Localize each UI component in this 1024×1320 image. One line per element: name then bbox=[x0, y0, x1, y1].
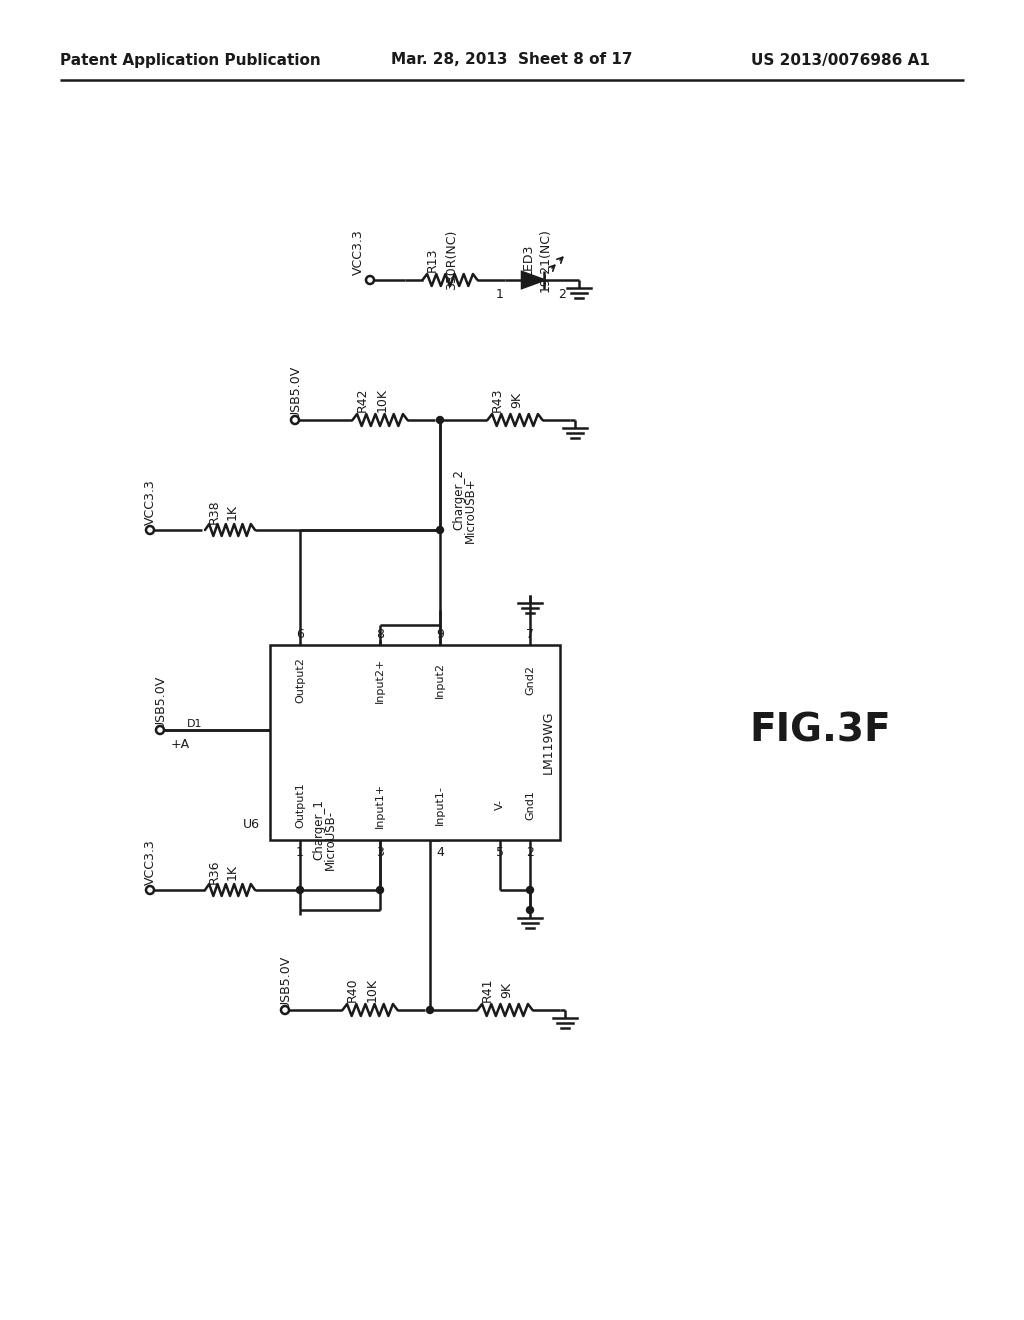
Text: LED3: LED3 bbox=[521, 244, 535, 276]
Text: US 2013/0076986 A1: US 2013/0076986 A1 bbox=[751, 53, 930, 67]
Text: 1K: 1K bbox=[225, 504, 239, 520]
Circle shape bbox=[291, 416, 299, 424]
Text: Charger_2: Charger_2 bbox=[452, 470, 465, 531]
Text: VCC3.3: VCC3.3 bbox=[143, 479, 157, 525]
Text: 9K: 9K bbox=[511, 392, 523, 408]
Text: 8: 8 bbox=[376, 628, 384, 642]
Circle shape bbox=[156, 726, 164, 734]
Text: Patent Application Publication: Patent Application Publication bbox=[59, 53, 321, 67]
Text: Input1-: Input1- bbox=[435, 785, 445, 825]
Text: MicroUSB+: MicroUSB+ bbox=[464, 478, 477, 543]
Text: 1: 1 bbox=[296, 846, 304, 858]
Text: R41: R41 bbox=[480, 978, 494, 1002]
Text: R36: R36 bbox=[208, 859, 220, 884]
Text: 9K: 9K bbox=[501, 982, 513, 998]
Text: 19-21(NC): 19-21(NC) bbox=[539, 228, 552, 292]
Circle shape bbox=[436, 417, 443, 424]
Circle shape bbox=[427, 1006, 433, 1014]
Text: Charger_1: Charger_1 bbox=[312, 800, 325, 861]
Text: V-: V- bbox=[495, 800, 505, 810]
Text: 5: 5 bbox=[496, 846, 504, 858]
Text: 1K: 1K bbox=[225, 865, 239, 880]
Text: MicroUSB-: MicroUSB- bbox=[324, 810, 337, 870]
Circle shape bbox=[377, 887, 384, 894]
Circle shape bbox=[146, 886, 154, 894]
Text: USB5.0V: USB5.0V bbox=[279, 954, 292, 1008]
Circle shape bbox=[526, 887, 534, 894]
Text: VCC3.3: VCC3.3 bbox=[143, 840, 157, 884]
Polygon shape bbox=[522, 272, 544, 288]
Circle shape bbox=[526, 907, 534, 913]
Circle shape bbox=[146, 525, 154, 535]
Text: USB5.0V: USB5.0V bbox=[289, 364, 301, 420]
Text: 2: 2 bbox=[558, 289, 566, 301]
Text: LM119WG: LM119WG bbox=[542, 710, 555, 774]
Text: Input1+: Input1+ bbox=[375, 783, 385, 828]
Bar bbox=[270, 645, 560, 840]
Text: R38: R38 bbox=[208, 500, 220, 524]
Circle shape bbox=[281, 1006, 289, 1014]
Text: 10K: 10K bbox=[366, 978, 379, 1002]
Text: USB5.0V: USB5.0V bbox=[154, 675, 167, 729]
Circle shape bbox=[436, 527, 443, 533]
Text: 3: 3 bbox=[376, 846, 384, 858]
Circle shape bbox=[297, 887, 303, 894]
Text: Input2: Input2 bbox=[435, 663, 445, 698]
Text: R13: R13 bbox=[426, 248, 438, 272]
Text: 2: 2 bbox=[526, 846, 534, 858]
Text: D1: D1 bbox=[187, 719, 203, 729]
Text: U6: U6 bbox=[243, 818, 260, 832]
Text: 6: 6 bbox=[296, 628, 304, 642]
Text: Input2+: Input2+ bbox=[375, 657, 385, 702]
Circle shape bbox=[366, 276, 374, 284]
Text: FIG.3F: FIG.3F bbox=[750, 711, 891, 748]
Text: R43: R43 bbox=[490, 388, 504, 412]
Text: Mar. 28, 2013  Sheet 8 of 17: Mar. 28, 2013 Sheet 8 of 17 bbox=[391, 53, 633, 67]
Text: VCC3.3: VCC3.3 bbox=[352, 230, 365, 275]
Text: R42: R42 bbox=[355, 388, 369, 412]
Text: Gnd2: Gnd2 bbox=[525, 665, 535, 696]
Text: +A: +A bbox=[170, 738, 189, 751]
Text: 4: 4 bbox=[436, 846, 444, 858]
Text: Output2: Output2 bbox=[295, 657, 305, 704]
Text: Gnd1: Gnd1 bbox=[525, 791, 535, 820]
Text: Output1: Output1 bbox=[295, 783, 305, 828]
Text: 10K: 10K bbox=[376, 388, 388, 412]
Text: R40: R40 bbox=[345, 978, 358, 1002]
Text: 7: 7 bbox=[526, 628, 534, 642]
Text: 9: 9 bbox=[436, 628, 444, 642]
Text: 1: 1 bbox=[496, 289, 504, 301]
Text: 330R(NC): 330R(NC) bbox=[445, 230, 459, 290]
